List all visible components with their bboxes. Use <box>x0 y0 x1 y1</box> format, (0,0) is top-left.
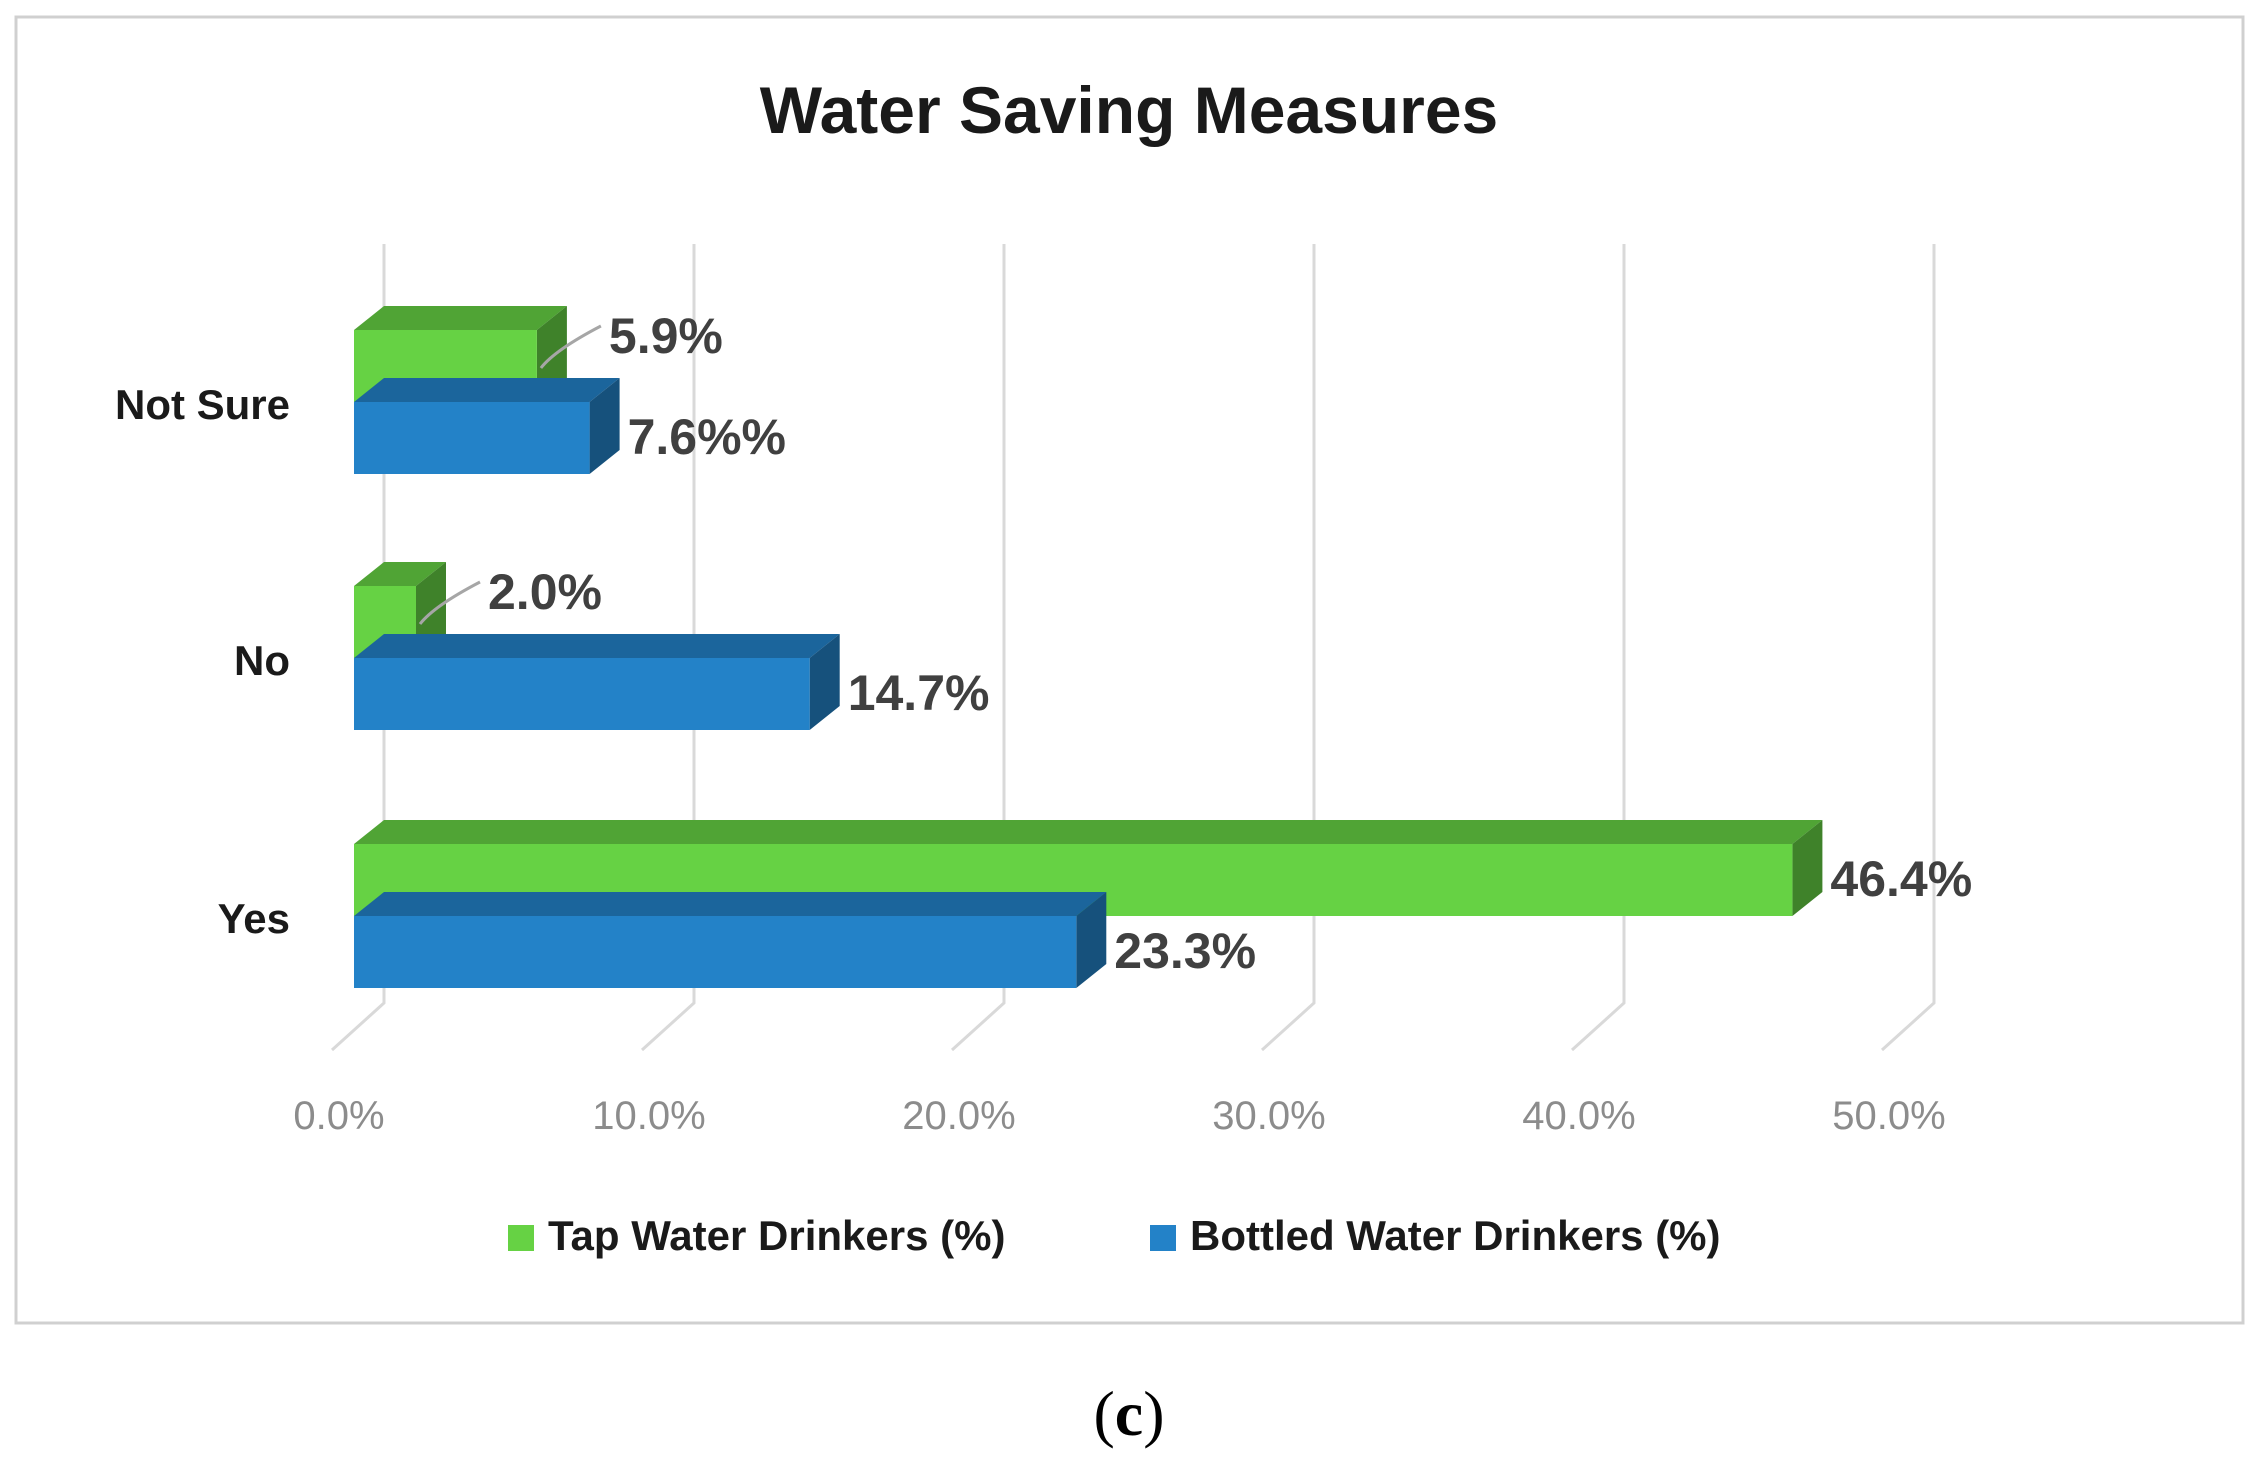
tap-bar-no <box>354 562 446 658</box>
legend-item: Tap Water Drinkers (%) <box>508 1212 1005 1259</box>
legend-swatch <box>1150 1225 1176 1251</box>
category-label: No <box>234 637 290 684</box>
bottled-bar-yes-side-face <box>1076 892 1107 988</box>
bottled-bar-yes <box>354 892 1107 988</box>
chart-title: Water Saving Measures <box>760 73 1499 147</box>
bottled-bar-no-top-face <box>354 634 840 658</box>
gridline <box>1570 244 1626 1052</box>
tap-bar-no-top-face <box>354 562 446 586</box>
tap-data-label: 2.0% <box>488 564 602 620</box>
tap-data-label: 5.9% <box>609 308 723 364</box>
bottled-bar-not-sure-top-face <box>354 378 620 402</box>
category-label: Yes <box>218 895 290 942</box>
x-tick-label: 20.0% <box>902 1094 1015 1138</box>
x-axis-ticks: 0.0% 10.0% 20.0% 30.0% 40.0% 50.0% <box>293 1094 1945 1138</box>
tap-bar-yes-side-face <box>1792 820 1823 916</box>
bottled-data-label: 7.6%% <box>628 409 786 465</box>
gridline <box>1260 244 1316 1052</box>
bottled-bar-yes-top-face <box>354 892 1107 916</box>
x-tick-label: 40.0% <box>1522 1094 1635 1138</box>
tap-bar-not-sure-top-face <box>354 306 567 330</box>
caption-close-paren: ) <box>1143 1378 1164 1449</box>
bottled-bar-yes-front-face <box>354 916 1077 988</box>
label-leader-line <box>539 324 602 369</box>
bottled-bar-no <box>354 634 840 730</box>
bottled-bar-not-sure-side-face <box>589 378 620 474</box>
figure-caption: (c) <box>1093 1378 1164 1449</box>
bottled-bar-not-sure <box>354 378 620 474</box>
x-tick-label: 30.0% <box>1212 1094 1325 1138</box>
legend: Tap Water Drinkers (%) Bottled Water Drin… <box>508 1212 1721 1259</box>
x-tick-label: 10.0% <box>592 1094 705 1138</box>
tap-data-label: 46.4% <box>1830 851 1972 907</box>
bottled-data-label: 23.3% <box>1114 923 1256 979</box>
bottled-bar-no-side-face <box>809 634 840 730</box>
caption-letter: c <box>1115 1378 1143 1449</box>
legend-swatch <box>508 1225 534 1251</box>
x-tick-label: 50.0% <box>1832 1094 1945 1138</box>
bottled-bar-no-front-face <box>354 658 810 730</box>
data-labels: 46.4% 23.3% 2.0% 14.7% 5.9% 7.6%% <box>418 308 1972 979</box>
gridline <box>1880 244 1936 1052</box>
bottled-data-label: 14.7% <box>848 665 990 721</box>
bottled-bar-not-sure-front-face <box>354 402 590 474</box>
bars <box>354 306 1823 988</box>
legend-item: Bottled Water Drinkers (%) <box>1150 1212 1721 1259</box>
caption-open-paren: ( <box>1093 1378 1114 1449</box>
gridline <box>330 244 386 1052</box>
category-labels: Yes No Not Sure <box>115 381 290 942</box>
tap-bar-yes-top-face <box>354 820 1823 844</box>
gridlines <box>330 244 1936 1052</box>
legend-label: Bottled Water Drinkers (%) <box>1190 1212 1721 1259</box>
legend-label: Tap Water Drinkers (%) <box>548 1212 1005 1259</box>
gridline <box>640 244 696 1052</box>
label-leader-line <box>418 580 481 625</box>
category-label: Not Sure <box>115 381 290 428</box>
x-tick-label: 0.0% <box>293 1094 384 1138</box>
gridline <box>950 244 1006 1052</box>
